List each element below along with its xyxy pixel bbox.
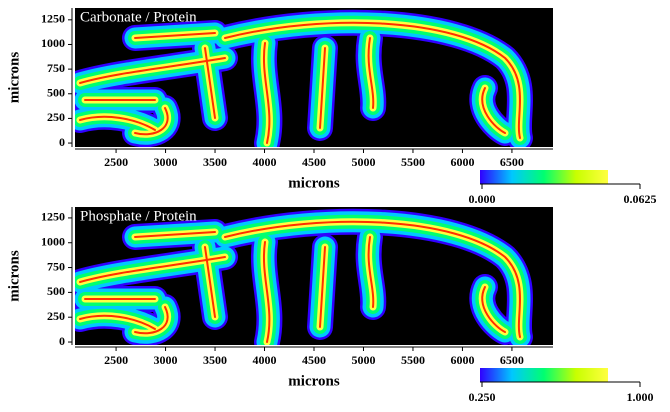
x-tick-label: 3500 bbox=[203, 353, 227, 367]
y-tick-label: 750 bbox=[47, 259, 65, 273]
y-tick-label: 1250 bbox=[41, 12, 65, 26]
x-axis-label: microns bbox=[288, 373, 340, 389]
x-tick-label: 4500 bbox=[302, 155, 326, 169]
y-tick-label: 1000 bbox=[41, 234, 65, 248]
y-tick-label: 0 bbox=[59, 135, 65, 149]
x-tick-label: 6500 bbox=[500, 353, 524, 367]
x-tick-label: 6000 bbox=[450, 155, 474, 169]
x-tick-label: 6000 bbox=[450, 353, 474, 367]
x-tick-label: 4000 bbox=[253, 155, 277, 169]
colorbar bbox=[480, 170, 608, 184]
x-tick-label: 2500 bbox=[104, 155, 128, 169]
y-axis-label: microns bbox=[6, 52, 22, 104]
figure: Carbonate / Protein 0 250 500 750 1000 1250 250… bbox=[0, 0, 670, 412]
y-tick-label: 250 bbox=[47, 309, 65, 323]
y-tick-label: 250 bbox=[47, 110, 65, 124]
x-tick-label: 3500 bbox=[203, 155, 227, 169]
x-tick-label: 5500 bbox=[401, 155, 425, 169]
x-tick-label: 5000 bbox=[351, 353, 375, 367]
y-tick-label: 1250 bbox=[41, 210, 65, 224]
y-tick-label: 500 bbox=[47, 86, 65, 100]
x-axis-label: microns bbox=[288, 175, 340, 191]
y-tick-label: 1000 bbox=[41, 36, 65, 50]
colorbar bbox=[480, 368, 608, 382]
y-tick-label: 500 bbox=[47, 284, 65, 298]
y-axis-label: microns bbox=[6, 250, 22, 302]
x-tick-label: 2500 bbox=[104, 353, 128, 367]
x-tick-label: 3000 bbox=[154, 155, 178, 169]
y-tick-label: 0 bbox=[59, 334, 65, 348]
x-tick-label: 4500 bbox=[302, 353, 326, 367]
x-tick-label: 6500 bbox=[500, 155, 524, 169]
panel-title: Carbonate / Protein bbox=[80, 9, 197, 25]
colorbar-tick-label: 0.000 bbox=[469, 192, 496, 206]
colorbar-tick-label: 0.0625 bbox=[624, 192, 657, 206]
x-tick-label: 4000 bbox=[253, 353, 277, 367]
panel-title: Phosphate / Protein bbox=[80, 208, 197, 224]
x-tick-label: 5000 bbox=[351, 155, 375, 169]
y-tick-label: 750 bbox=[47, 61, 65, 75]
colorbar-tick-label: 1.000 bbox=[627, 390, 654, 404]
x-tick-label: 3000 bbox=[154, 353, 178, 367]
x-tick-label: 5500 bbox=[401, 353, 425, 367]
colorbar-tick-label: 0.250 bbox=[469, 390, 496, 404]
